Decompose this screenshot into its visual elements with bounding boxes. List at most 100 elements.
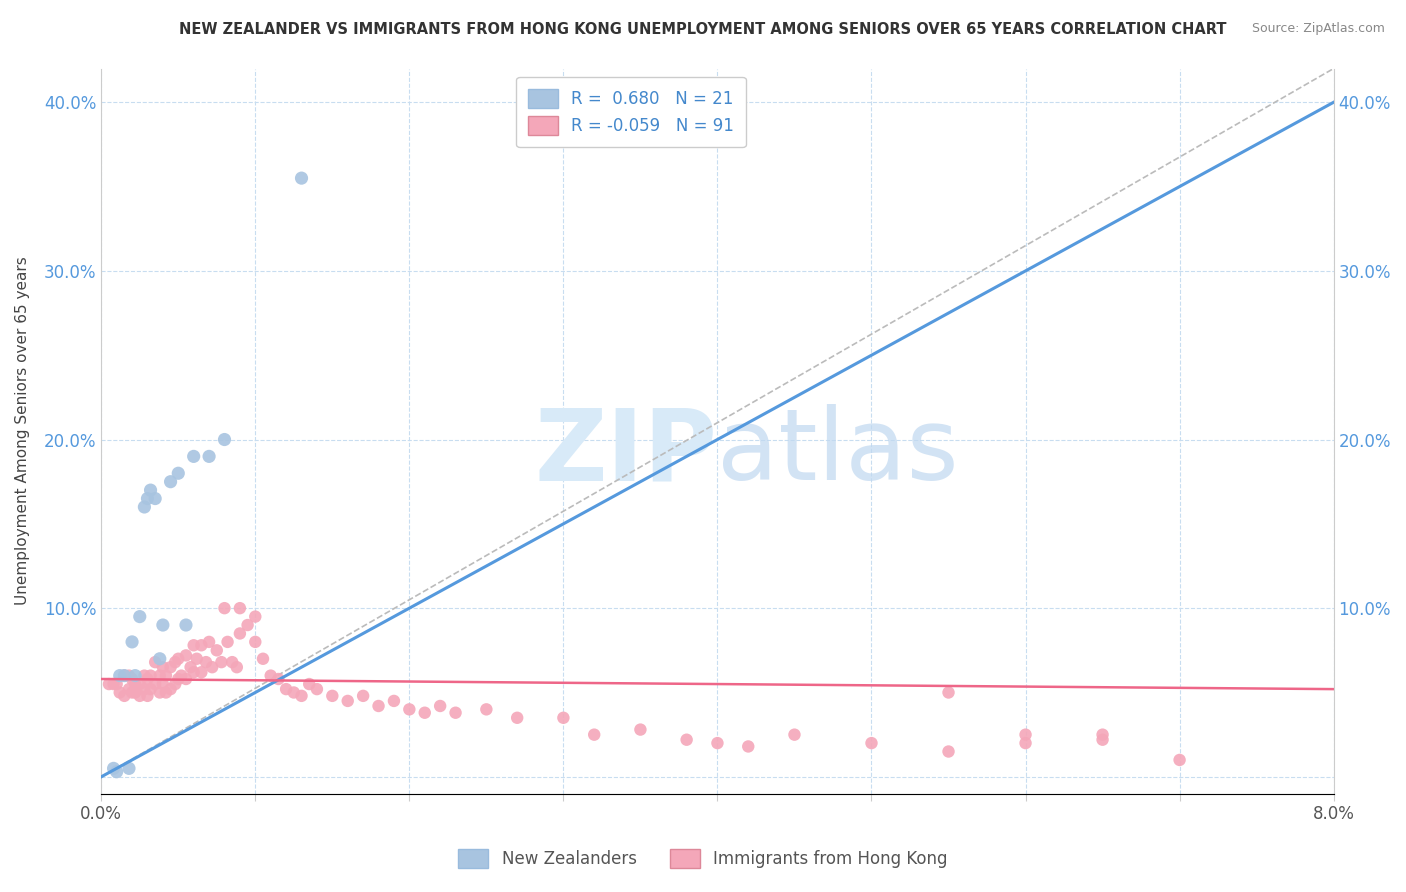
Point	[183, 665, 205, 680]
Point	[321, 689, 343, 703]
Text: atlas: atlas	[717, 404, 959, 501]
Point	[195, 655, 218, 669]
Point	[149, 685, 172, 699]
Point	[159, 475, 181, 489]
Point	[628, 723, 651, 737]
Point	[128, 689, 150, 703]
Point	[103, 761, 125, 775]
Point	[124, 677, 146, 691]
Point	[209, 655, 232, 669]
Point	[506, 711, 529, 725]
Point	[267, 672, 290, 686]
Point	[143, 491, 166, 506]
Point	[159, 682, 181, 697]
Point	[167, 652, 190, 666]
Point	[139, 682, 162, 697]
Point	[165, 655, 187, 669]
Point	[183, 450, 205, 464]
Point	[152, 618, 174, 632]
Point	[103, 677, 125, 691]
Point	[121, 635, 143, 649]
Point	[1014, 728, 1036, 742]
Point	[121, 685, 143, 699]
Point	[198, 635, 221, 649]
Point	[201, 660, 224, 674]
Point	[221, 655, 243, 669]
Point	[167, 467, 190, 481]
Point	[783, 728, 806, 742]
Point	[367, 698, 389, 713]
Point	[305, 682, 328, 697]
Point	[174, 618, 197, 632]
Point	[155, 685, 177, 699]
Point	[553, 711, 575, 725]
Point	[1014, 736, 1036, 750]
Legend: R =  0.680   N = 21, R = -0.059   N = 91: R = 0.680 N = 21, R = -0.059 N = 91	[516, 77, 745, 147]
Point	[198, 450, 221, 464]
Point	[118, 668, 141, 682]
Point	[290, 171, 312, 186]
Point	[167, 672, 190, 686]
Point	[134, 682, 156, 697]
Point	[1168, 753, 1191, 767]
Point	[236, 618, 259, 632]
Point	[128, 677, 150, 691]
Point	[229, 626, 252, 640]
Point	[139, 483, 162, 497]
Point	[128, 609, 150, 624]
Point	[112, 689, 135, 703]
Point	[134, 668, 156, 682]
Point	[938, 745, 960, 759]
Point	[121, 672, 143, 686]
Point	[139, 668, 162, 682]
Legend: New Zealanders, Immigrants from Hong Kong: New Zealanders, Immigrants from Hong Kon…	[451, 842, 955, 875]
Point	[112, 668, 135, 682]
Point	[583, 728, 606, 742]
Point	[260, 668, 283, 682]
Point	[737, 739, 759, 754]
Point	[170, 668, 193, 682]
Point	[152, 660, 174, 674]
Point	[382, 694, 405, 708]
Point	[136, 491, 159, 506]
Point	[105, 677, 128, 691]
Point	[159, 660, 181, 674]
Point	[165, 677, 187, 691]
Point	[274, 682, 297, 697]
Point	[134, 500, 156, 514]
Point	[1091, 728, 1114, 742]
Point	[398, 702, 420, 716]
Point	[475, 702, 498, 716]
Text: ZIP: ZIP	[534, 404, 717, 501]
Point	[180, 660, 202, 674]
Point	[183, 638, 205, 652]
Point	[136, 672, 159, 686]
Point	[186, 652, 208, 666]
Point	[214, 601, 236, 615]
Point	[136, 689, 159, 703]
Point	[205, 643, 228, 657]
Point	[143, 677, 166, 691]
Point	[245, 609, 267, 624]
Point	[290, 689, 312, 703]
Point	[174, 648, 197, 663]
Point	[336, 694, 359, 708]
Point	[283, 685, 305, 699]
Point	[225, 660, 247, 674]
Point	[938, 685, 960, 699]
Text: Source: ZipAtlas.com: Source: ZipAtlas.com	[1251, 22, 1385, 36]
Point	[118, 682, 141, 697]
Point	[190, 665, 212, 680]
Point	[217, 635, 239, 649]
Point	[143, 655, 166, 669]
Point	[105, 764, 128, 779]
Y-axis label: Unemployment Among Seniors over 65 years: Unemployment Among Seniors over 65 years	[15, 257, 30, 606]
Point	[429, 698, 451, 713]
Point	[352, 689, 374, 703]
Point	[860, 736, 883, 750]
Point	[174, 672, 197, 686]
Point	[108, 685, 131, 699]
Point	[1091, 732, 1114, 747]
Point	[118, 761, 141, 775]
Point	[444, 706, 467, 720]
